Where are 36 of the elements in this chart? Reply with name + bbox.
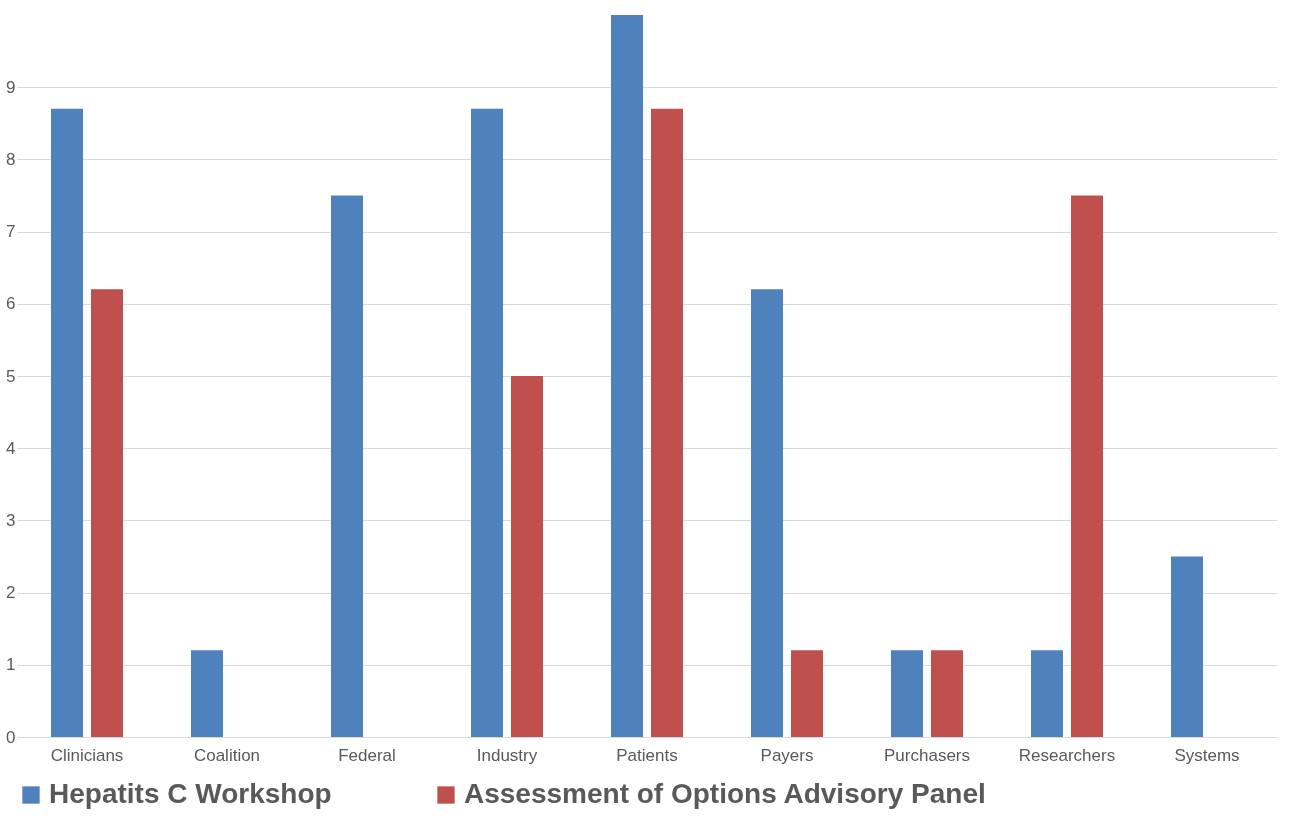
y-tick-label: 8 — [6, 149, 16, 169]
x-tick-label: Payers — [760, 745, 814, 765]
bar — [91, 289, 123, 737]
legend-label: Assessment of Options Advisory Panel — [464, 778, 986, 809]
y-tick-label: 9 — [6, 77, 16, 97]
bar — [891, 650, 923, 737]
y-tick-label: 3 — [6, 510, 16, 530]
legend-label: Hepatits C Workshop — [49, 778, 332, 809]
y-tick-label: 7 — [6, 222, 16, 242]
bar — [191, 650, 223, 737]
bar — [331, 195, 363, 737]
bar — [651, 108, 683, 737]
bar — [611, 15, 643, 737]
bar — [51, 108, 83, 737]
bar — [1071, 195, 1103, 737]
bar — [1171, 556, 1203, 737]
x-tick-label: Patients — [616, 745, 678, 765]
x-tick-label: Purchasers — [884, 745, 970, 765]
bar — [931, 650, 963, 737]
y-tick-label: 6 — [6, 294, 16, 314]
bar — [791, 650, 823, 737]
y-tick-label: 4 — [6, 438, 16, 458]
y-tick-label: 0 — [6, 727, 16, 747]
x-tick-label: Industry — [476, 745, 538, 765]
x-tick-label: Systems — [1174, 745, 1240, 765]
x-tick-label: Federal — [338, 745, 396, 765]
bar — [511, 376, 543, 737]
bar — [751, 289, 783, 737]
y-tick-label: 5 — [6, 366, 16, 386]
y-tick-label: 1 — [6, 655, 16, 675]
bar — [1031, 650, 1063, 737]
x-tick-label: Coalition — [193, 745, 261, 765]
x-tick-label: Researchers — [1018, 745, 1116, 765]
y-tick-label: 2 — [6, 583, 16, 603]
bar — [471, 108, 503, 737]
x-tick-label: Clinicians — [50, 745, 124, 765]
